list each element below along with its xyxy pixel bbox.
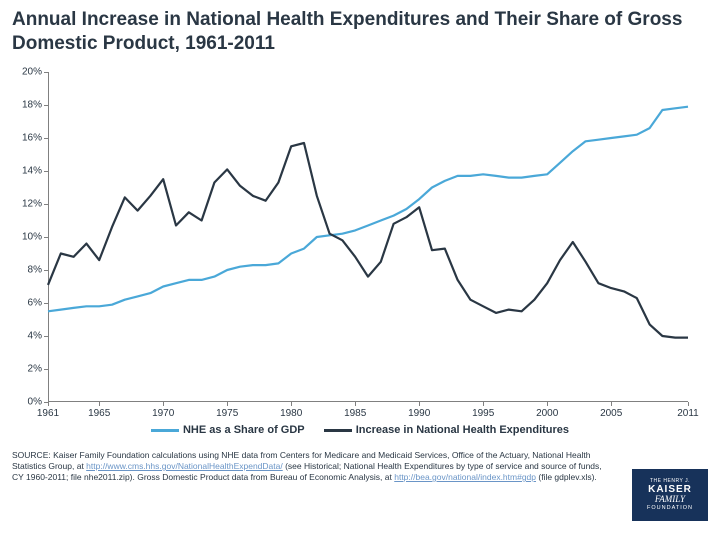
y-axis-label: 18%: [22, 100, 48, 111]
source-link-1[interactable]: http://www.cms.hhs.gov/NationalHealthExp…: [86, 461, 283, 471]
x-axis-label: 1985: [344, 402, 366, 419]
logo-line-4: FOUNDATION: [647, 505, 693, 511]
source-suffix: (file gdplev.xls).: [536, 472, 597, 482]
source-link-2[interactable]: http://bea.gov/national/index.htm#gdp: [394, 472, 536, 482]
chart-lines-svg: [48, 72, 688, 402]
legend: NHE as a Share of GDP Increase in Nation…: [0, 424, 720, 436]
y-axis-label: 16%: [22, 133, 48, 144]
y-axis-label: 4%: [28, 331, 48, 342]
series-line: [48, 107, 688, 312]
legend-item-0: NHE as a Share of GDP: [151, 424, 305, 436]
chart-title: Annual Increase in National Health Expen…: [12, 8, 708, 56]
x-axis-label: 1970: [152, 402, 174, 419]
y-axis-label: 2%: [28, 364, 48, 375]
x-axis-label: 2005: [600, 402, 622, 419]
x-axis-label: 1975: [216, 402, 238, 419]
x-axis-label: 1995: [472, 402, 494, 419]
y-axis-label: 10%: [22, 232, 48, 243]
logo-line-3: FAMILY: [655, 495, 685, 505]
y-axis-label: 14%: [22, 166, 48, 177]
legend-swatch-1: [324, 429, 352, 432]
legend-label-1: Increase in National Health Expenditures: [356, 424, 569, 436]
x-axis-label: 1965: [88, 402, 110, 419]
legend-label-0: NHE as a Share of GDP: [183, 424, 305, 436]
series-line: [48, 143, 688, 338]
kff-logo: THE HENRY J. KAISER FAMILY FOUNDATION: [632, 468, 708, 522]
x-axis-label: 1961: [37, 402, 59, 419]
y-axis-label: 12%: [22, 199, 48, 210]
y-axis-label: 8%: [28, 265, 48, 276]
y-axis-label: 6%: [28, 298, 48, 309]
x-axis-label: 1980: [280, 402, 302, 419]
x-axis-label: 1990: [408, 402, 430, 419]
legend-item-1: Increase in National Health Expenditures: [324, 424, 569, 436]
chart-plot-area: 0%2%4%6%8%10%12%14%16%18%20%196119651970…: [48, 72, 688, 402]
x-axis-label: 2011: [677, 402, 699, 419]
source-text: SOURCE: Kaiser Family Foundation calcula…: [12, 450, 602, 483]
x-axis-label: 2000: [536, 402, 558, 419]
legend-swatch-0: [151, 429, 179, 432]
y-axis-label: 20%: [22, 67, 48, 78]
